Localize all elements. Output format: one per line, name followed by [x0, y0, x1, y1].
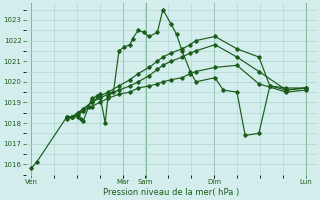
X-axis label: Pression niveau de la mer( hPa ): Pression niveau de la mer( hPa ): [103, 188, 239, 197]
